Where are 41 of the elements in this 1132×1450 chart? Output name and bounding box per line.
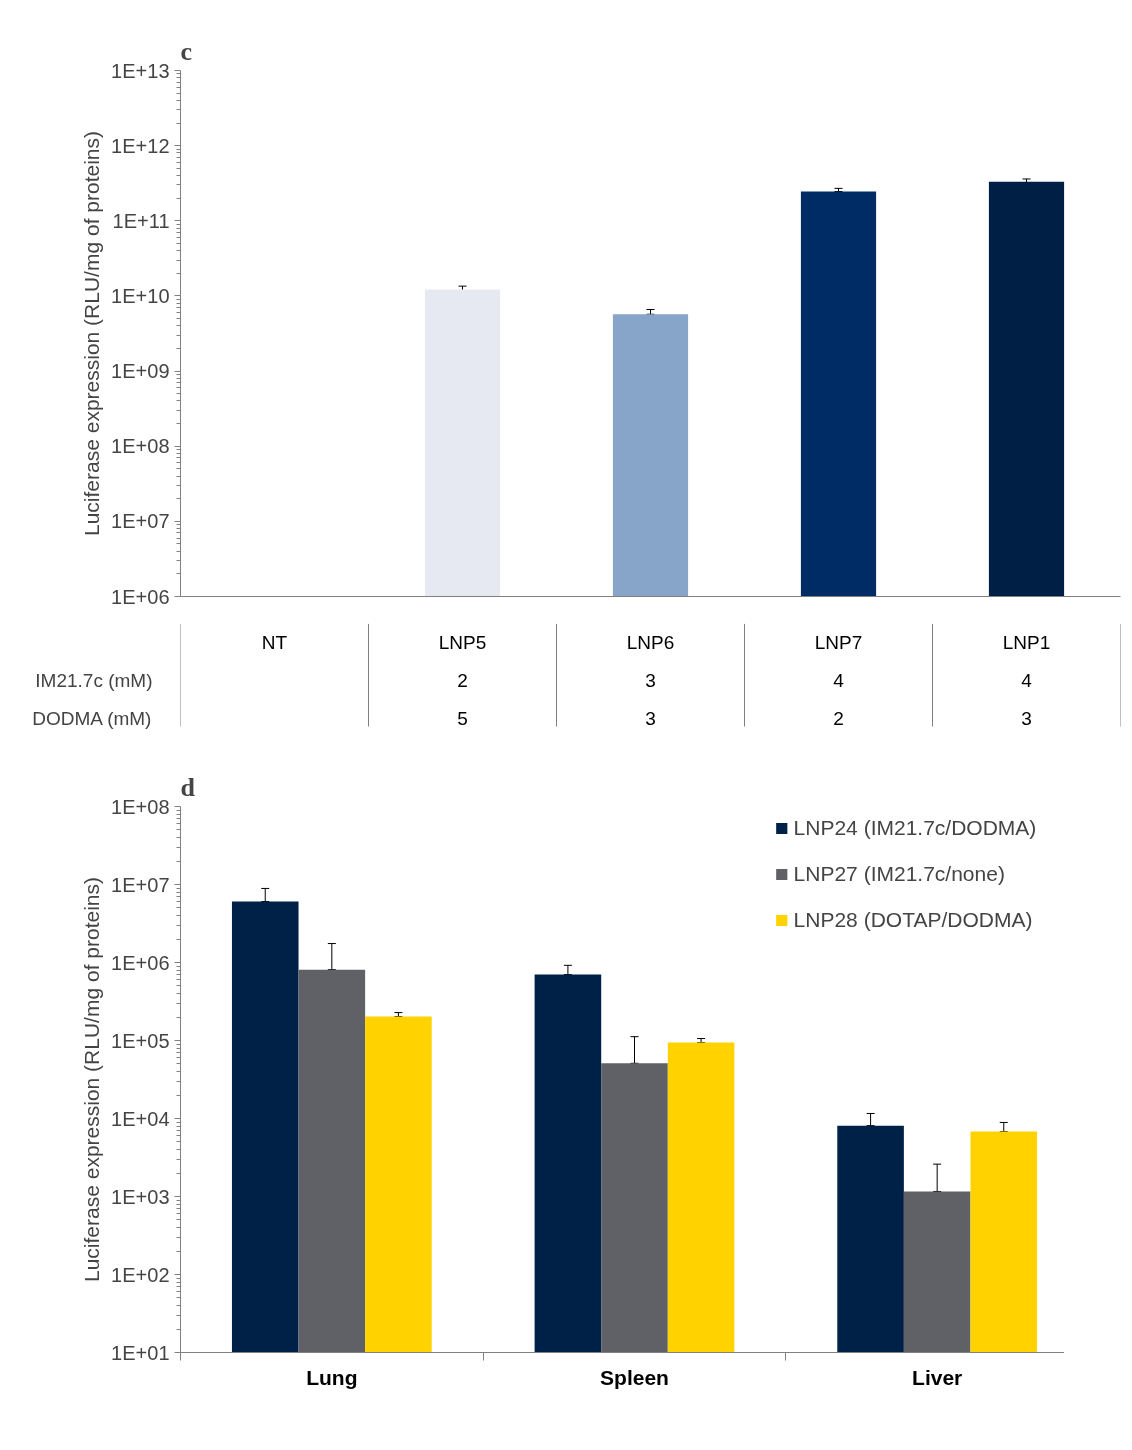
y-axis-title: Luciferase expression (RLU/mg of proteins) — [80, 876, 104, 1282]
x-tick-label: NT — [261, 632, 288, 654]
text: 3 — [1021, 708, 1032, 730]
y-tick-label: 1E+07 — [111, 873, 170, 896]
y-tick-label: 1E+08 — [111, 795, 170, 818]
y-tick-label: 1E+11 — [112, 209, 170, 232]
x-tick-label: LNP6 — [626, 632, 675, 654]
text: 5 — [457, 708, 468, 730]
text: 2 — [457, 670, 468, 692]
y-tick-label: 1E+12 — [111, 134, 170, 157]
text: DODMA (mM) — [32, 708, 152, 730]
y-tick-label: 1E+05 — [111, 1029, 170, 1052]
text: 3 — [645, 670, 656, 692]
y-tick-label: 1E+10 — [111, 284, 170, 307]
text: 3 — [645, 708, 656, 730]
legend-label: LNP28 (DOTAP/DODMA) — [793, 908, 1033, 932]
x-tick-label: Liver — [912, 1365, 963, 1389]
y-tick-label: 1E+13 — [111, 59, 170, 82]
y-tick-label: 1E+09 — [111, 360, 170, 383]
y-axis-title: Luciferase expression (RLU/mg of proteins) — [80, 130, 104, 536]
chart-title: d — [180, 772, 196, 802]
x-tick-label: LNP5 — [438, 632, 487, 654]
x-tick-label: LNP7 — [814, 632, 863, 654]
x-tick-label: LNP1 — [1002, 632, 1051, 654]
text: 4 — [1021, 670, 1033, 692]
y-tick-label: 1E+06 — [111, 951, 170, 974]
y-tick-label: 1E+02 — [111, 1263, 170, 1286]
y-tick-label: 1E+08 — [111, 435, 170, 458]
y-tick-label: 1E+06 — [111, 585, 170, 608]
text: IM21.7c (mM) — [35, 670, 153, 692]
x-tick-label: Lung — [306, 1365, 358, 1389]
legend-label: LNP27 (IM21.7c/none) — [793, 862, 1005, 886]
x-tick-label: Spleen — [600, 1365, 669, 1389]
y-tick-label: 1E+07 — [111, 510, 170, 533]
text: 4 — [833, 670, 845, 692]
text: 2 — [833, 708, 844, 730]
y-tick-label: 1E+01 — [111, 1341, 170, 1364]
y-tick-label: 1E+03 — [111, 1185, 170, 1208]
y-tick-label: 1E+04 — [111, 1107, 170, 1130]
legend-label: LNP24 (IM21.7c/DODMA) — [793, 816, 1037, 840]
chart-title: c — [180, 36, 193, 66]
